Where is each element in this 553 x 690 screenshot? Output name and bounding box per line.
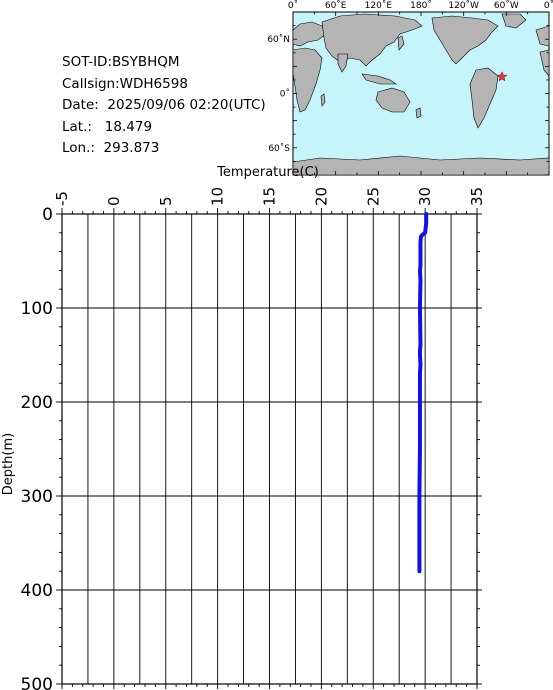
y-tick-label: 500 [21, 675, 53, 690]
y-tick-label: 0 [42, 205, 53, 225]
float-info-panel: SOT-ID:BSYBHQM Callsign:WDH6598 Date: 20… [62, 52, 266, 160]
chart-grid [61, 213, 478, 685]
land-new-zealand [415, 107, 422, 119]
world-location-map: 0˚ 60˚E 120˚E 180˚ 120˚W 60˚W 0˚ 60˚N 0˚ 60˚S [267, 0, 553, 176]
temperature-data-point [419, 264, 422, 267]
y-tick-label: 300 [21, 487, 53, 507]
x-tick-label: 20 [312, 187, 330, 206]
land-south-america [469, 67, 499, 129]
temperature-data-point [419, 278, 422, 281]
land-japan [397, 35, 405, 51]
map-ticks [292, 11, 550, 176]
x-tick-label: 25 [364, 187, 382, 206]
temperature-data-point [418, 269, 422, 272]
map-longitude-labels: 0˚ 60˚E 120˚E 180˚ 120˚W 60˚W 0˚ [288, 0, 553, 11]
temperature-data-point [418, 349, 422, 352]
map-latitude-label: 60˚S [268, 143, 290, 154]
land-europe-east-edge [535, 25, 550, 47]
x-tick-label: 30 [416, 187, 434, 206]
temperature-data-point [424, 212, 428, 216]
temperature-data-point [418, 353, 422, 357]
y-tick-label: 100 [21, 299, 53, 319]
land-africa-east-edge [539, 49, 550, 77]
land-india [337, 53, 349, 73]
y-tick-label: 200 [21, 393, 53, 413]
temperature-data-point [418, 306, 422, 310]
float-position-marker [496, 71, 508, 82]
map-longitude-label: 180˚ [410, 0, 432, 11]
latitude-text: Lat.: 18.479 [62, 118, 153, 135]
y-axis-label: Depth(m) [1, 433, 16, 495]
map-longitude-label: 60˚E [325, 0, 347, 11]
x-tick-label: 5 [157, 196, 175, 206]
temperature-data-point [418, 570, 421, 573]
temperature-data-point [418, 541, 421, 545]
map-latitude-labels: 60˚N 0˚ 60˚S [267, 34, 290, 154]
map-latitude-label: 60˚N [267, 34, 290, 45]
land-australia [375, 87, 411, 113]
map-land [292, 13, 550, 176]
map-longitude-label: 120˚E [365, 0, 393, 11]
temperature-data-point [418, 400, 422, 404]
x-axis-ticks: -5 0 5 10 15 20 25 30 35 [53, 187, 486, 689]
date-text: Date: 2025/09/06 02:20(UTC) [62, 97, 266, 113]
x-tick-label: -5 [53, 191, 71, 206]
temperature-data-point [418, 447, 422, 451]
temperature-data-point [419, 363, 422, 366]
x-tick-label: 35 [468, 187, 486, 206]
callsign-text: Callsign:WDH6598 [62, 75, 188, 92]
map-longitude-label: 120˚W [448, 0, 479, 11]
map-longitude-label: 0˚ [544, 0, 553, 11]
land-europe [292, 21, 327, 47]
y-axis-ticks: 0 100 200 300 400 500 [21, 205, 482, 690]
x-tick-label: 0 [105, 196, 123, 206]
temperature-data-point [423, 231, 427, 234]
temperature-data-point [424, 222, 428, 225]
land-north-america [431, 15, 499, 65]
land-africa [292, 47, 323, 113]
temperature-data-point [424, 226, 427, 230]
map-longitude-label: 0˚ [288, 0, 298, 11]
temperature-data-point [418, 372, 422, 375]
temperature-data-point [418, 494, 421, 498]
land-asia [321, 13, 423, 67]
x-tick-label: 15 [261, 187, 279, 206]
map-longitude-label: 60˚W [494, 0, 519, 11]
map-latitude-label: 0˚ [280, 89, 290, 100]
land-madagascar [320, 93, 326, 107]
y-tick-label: 400 [21, 581, 53, 601]
temperature-data-point [419, 344, 422, 347]
land-greenland [501, 13, 527, 29]
temperature-data-point [419, 241, 422, 244]
x-axis-label: Temperature(C) [216, 165, 319, 180]
sot-id-text: SOT-ID:BSYBHQM [62, 54, 180, 70]
temperature-data-point [421, 233, 424, 236]
temperature-data-point [419, 235, 423, 238]
x-tick-label: 10 [209, 187, 227, 206]
longitude-text: Lon.: 293.873 [62, 140, 160, 156]
land-indonesia [361, 73, 397, 85]
